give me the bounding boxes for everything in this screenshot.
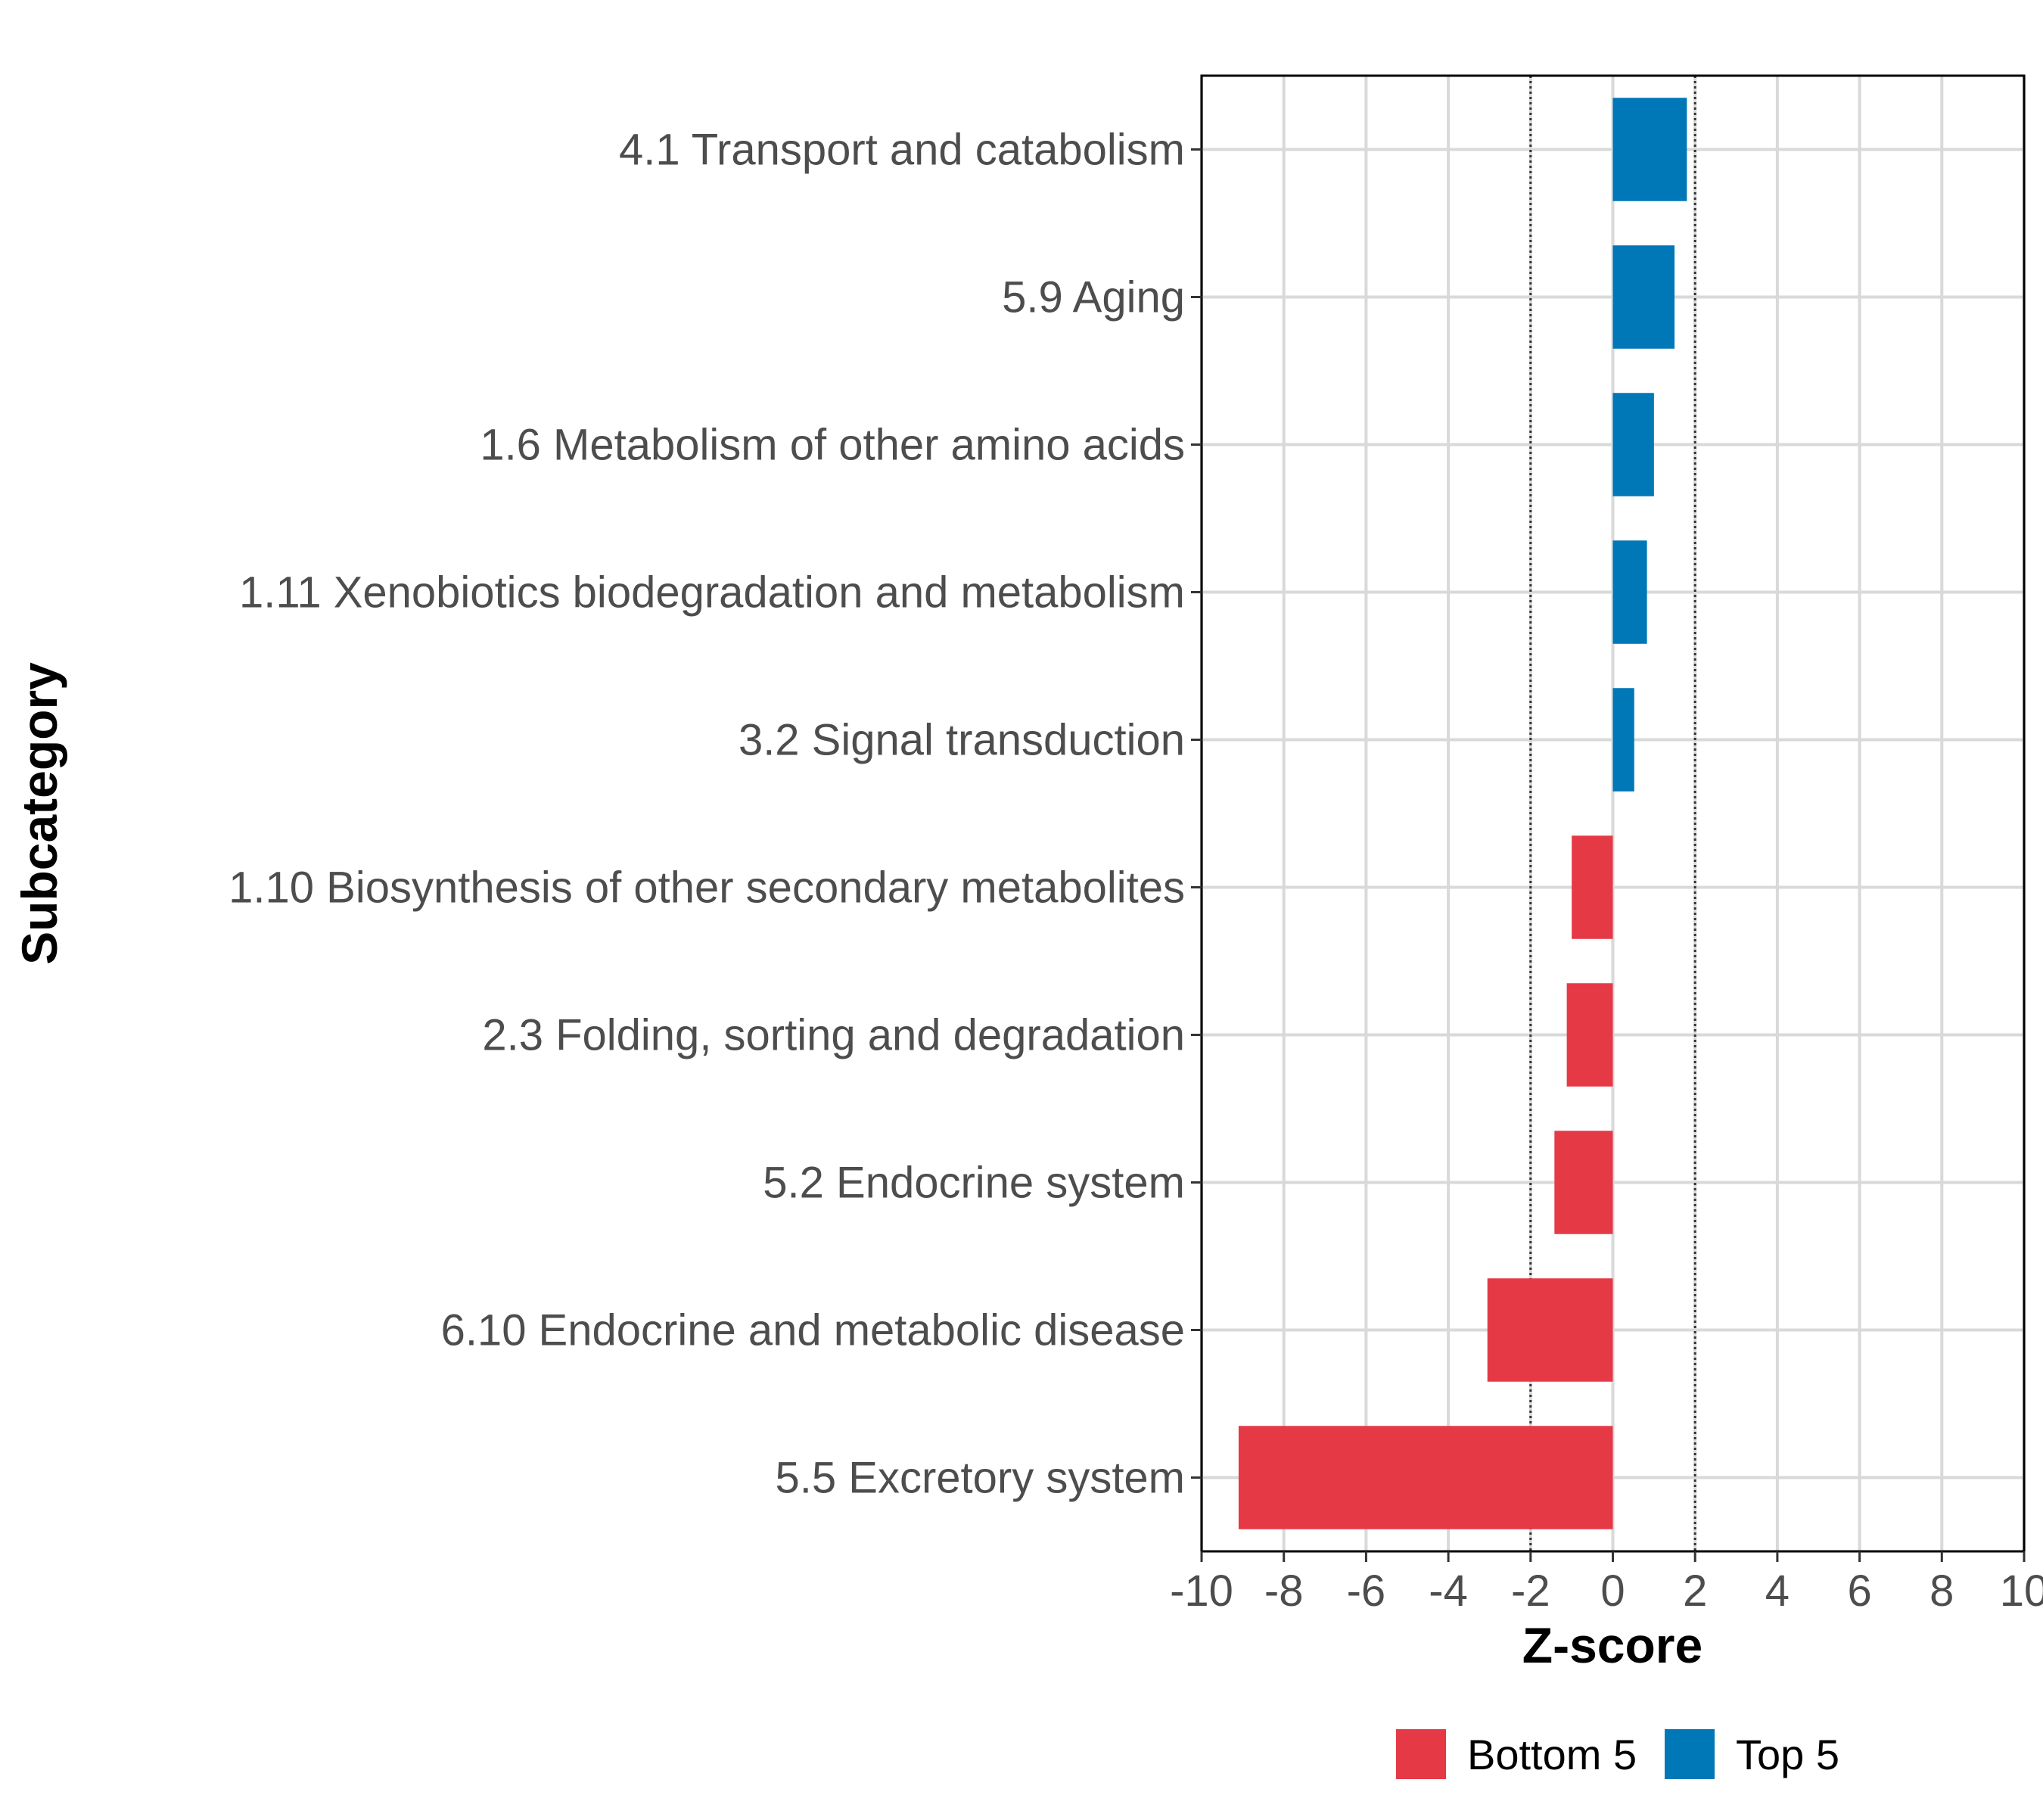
y-tick-label: 1.11 Xenobiotics biodegradation and meta… (239, 568, 1185, 618)
x-axis-title: Z-score (1522, 1617, 1702, 1673)
legend-swatch (1396, 1729, 1446, 1779)
bar (1572, 835, 1613, 939)
x-tick-label: 6 (1847, 1566, 1871, 1616)
x-tick-label: -2 (1511, 1566, 1550, 1616)
bar (1612, 98, 1687, 201)
bar (1612, 540, 1647, 644)
bar (1554, 1131, 1613, 1234)
x-tick-label: -10 (1170, 1566, 1233, 1616)
bar (1487, 1278, 1613, 1382)
y-axis: 4.1 Transport and catabolism 5.9 Aging 1.6… (229, 126, 1202, 1503)
y-tick-label: 1.6 Metabolism of other amino acids (480, 421, 1185, 470)
x-tick-label: 2 (1683, 1566, 1707, 1616)
legend-label: Top 5 (1736, 1731, 1839, 1778)
x-axis: -10 -8 -6 -4 -2 0 2 4 6 8 10 (1170, 1551, 2043, 1616)
x-tick-label: 0 (1600, 1566, 1625, 1616)
bar (1612, 688, 1634, 792)
x-tick-label: -4 (1429, 1566, 1468, 1616)
bar (1238, 1426, 1613, 1529)
y-tick-label: 5.2 Endocrine system (763, 1159, 1185, 1208)
legend: Bottom 5 Top 5 (1396, 1729, 1839, 1779)
y-tick-label: 4.1 Transport and catabolism (619, 126, 1185, 175)
x-tick-label: -8 (1264, 1566, 1304, 1616)
y-tick-label: 2.3 Folding, sorting and degradation (482, 1011, 1185, 1060)
bars (1238, 98, 1687, 1529)
y-axis-title: Subcategory (11, 662, 67, 965)
x-tick-label: -6 (1347, 1566, 1386, 1616)
x-tick-label: 10 (2000, 1566, 2043, 1616)
legend-label: Bottom 5 (1467, 1731, 1637, 1778)
bar (1566, 983, 1613, 1087)
y-tick-label: 1.10 Biosynthesis of other secondary met… (229, 863, 1185, 913)
y-tick-label: 5.9 Aging (1002, 273, 1185, 322)
y-tick-label: 3.2 Signal transduction (739, 716, 1185, 765)
bar (1612, 245, 1675, 349)
bar (1612, 393, 1654, 496)
x-tick-label: 8 (1930, 1566, 1954, 1616)
x-tick-label: 4 (1765, 1566, 1790, 1616)
y-tick-label: 6.10 Endocrine and metabolic disease (441, 1306, 1185, 1355)
legend-swatch (1665, 1729, 1715, 1779)
y-tick-label: 5.5 Excretory system (776, 1454, 1185, 1503)
